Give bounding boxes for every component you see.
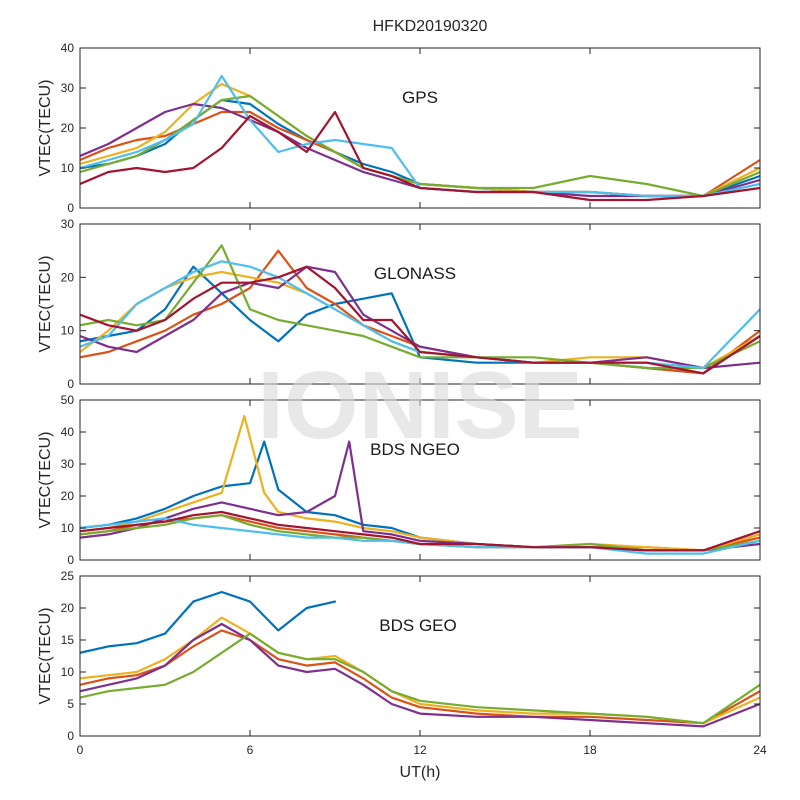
y-axis-label: VTEC(TECU)	[37, 432, 54, 529]
y-tick-label: 5	[67, 697, 74, 711]
y-axis-label: VTEC(TECU)	[37, 608, 54, 705]
series-line-4	[80, 102, 760, 198]
series-line-5	[80, 632, 760, 725]
y-axis-label: VTEC(TECU)	[37, 80, 54, 177]
x-tick-label: 18	[583, 743, 597, 757]
series-line-6	[80, 74, 760, 198]
y-tick-label: 50	[61, 393, 75, 407]
y-tick-label: 40	[61, 425, 75, 439]
y-tick-label: 20	[61, 121, 75, 135]
y-tick-label: 0	[67, 729, 74, 743]
series-group	[80, 414, 760, 555]
y-tick-label: 10	[61, 521, 75, 535]
y-tick-label: 20	[61, 270, 75, 284]
y-tick-label: 20	[61, 489, 75, 503]
y-tick-label: 20	[61, 601, 75, 615]
y-tick-label: 30	[61, 457, 75, 471]
y-tick-label: 30	[61, 217, 75, 231]
y-tick-label: 15	[61, 633, 75, 647]
series-line-1	[80, 590, 337, 654]
series-line-7	[80, 110, 760, 202]
panels: 0 10 20 30 40 VTEC(TECU) GPS 0 10 20 30 VTEC(TECU) G…	[37, 41, 767, 757]
y-tick-label: 25	[61, 569, 75, 583]
y-tick-label: 10	[61, 161, 75, 175]
y-tick-label: 0	[67, 377, 74, 391]
x-tick-label: 0	[77, 743, 84, 757]
panel-label: GLONASS	[374, 264, 456, 283]
x-tick-label: 12	[413, 743, 427, 757]
series-group	[80, 244, 760, 375]
panel-bds-geo: 0 5 10 15 20 25 0 6 12 18 24 VTEC(TECU) BDS GEO	[37, 569, 767, 757]
series-group	[80, 590, 760, 728]
y-axis-label: VTEC(TECU)	[37, 256, 54, 353]
plot-area	[80, 576, 760, 736]
panel-label: GPS	[402, 88, 438, 107]
y-tick-label: 40	[61, 41, 75, 55]
y-tick-label: 10	[61, 324, 75, 338]
figure-title: HFKD20190320	[373, 18, 488, 35]
x-tick-label: 6	[247, 743, 254, 757]
panel-bds-ngeo: 0 10 20 30 40 50 VTEC(TECU) BDS NGEO	[37, 393, 761, 567]
x-tick-label: 24	[753, 743, 767, 757]
plot-area	[80, 400, 760, 560]
y-tick-label: 10	[61, 665, 75, 679]
watermark: IONISE	[257, 352, 582, 459]
series-line-7	[80, 265, 760, 375]
x-axis-label: UT(h)	[400, 764, 441, 781]
panel-label: BDS GEO	[379, 616, 456, 635]
y-tick-label: 0	[67, 553, 74, 567]
series-line-4	[80, 622, 760, 728]
panel-label: BDS NGEO	[370, 440, 460, 459]
panel-glonass: 0 10 20 30 VTEC(TECU) GLONASS	[37, 217, 761, 391]
panel-gps: 0 10 20 30 40 VTEC(TECU) GPS	[37, 41, 761, 215]
series-line-7	[80, 510, 760, 552]
y-tick-label: 0	[67, 201, 74, 215]
series-group	[80, 74, 760, 202]
y-tick-label: 30	[61, 81, 75, 95]
plot-area	[80, 48, 760, 208]
